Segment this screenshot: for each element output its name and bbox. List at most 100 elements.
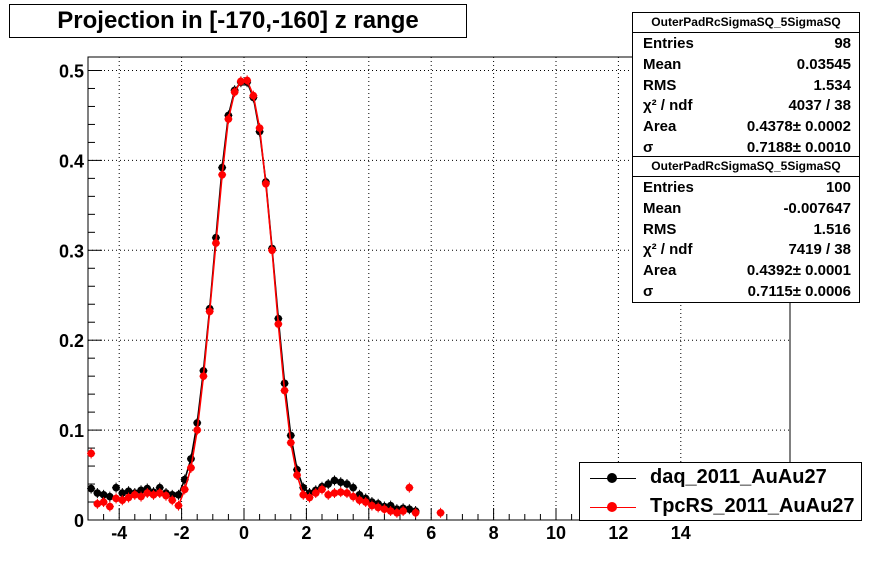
data-point (174, 491, 183, 499)
data-point (168, 491, 177, 499)
y-tick-label: 0.4 (59, 151, 84, 171)
x-tick-label: 6 (426, 523, 436, 543)
x-tick-label: 2 (301, 523, 311, 543)
stats-row-entries: Entries 100 (633, 177, 859, 198)
data-point (374, 503, 382, 512)
data-point (87, 484, 95, 493)
plot-title-box: Projection in [-170,-160] z range (9, 4, 467, 38)
data-point (124, 493, 133, 502)
stats-value: 0.7115± 0.0006 (747, 282, 851, 300)
data-point (405, 483, 414, 492)
legend-marker-daq (607, 473, 617, 483)
legend-label-tpcrs: TpcRS_2011_AuAu27 (650, 495, 855, 517)
data-point (405, 505, 414, 514)
y-tick-label: 0.1 (59, 421, 84, 441)
data-point (99, 498, 108, 506)
stats-row-mean: Mean -0.007647 (633, 198, 859, 219)
stats-value: 0.03545 (796, 55, 851, 73)
stats-key: σ (643, 282, 654, 300)
x-tick-label: -2 (174, 523, 190, 543)
data-point (324, 491, 333, 499)
stats-row-rms: RMS 1.534 (633, 75, 859, 96)
data-point (336, 488, 345, 496)
data-point (368, 501, 376, 510)
axis-ticks: -4 -2 0 2 4 6 8 10 12 14 0 0.1 0.2 0.3 0.4 0.5 (59, 61, 791, 543)
legend-label-daq: daq_2011_AuAu27 (650, 466, 827, 488)
data-point (137, 492, 145, 501)
data-point (93, 489, 102, 497)
data-point (143, 489, 152, 497)
stats-value: 100 (825, 179, 851, 196)
series-0 (87, 77, 420, 517)
data-point (386, 501, 395, 510)
data-point (386, 507, 395, 515)
stats-key: χ² / ndf (643, 241, 693, 259)
data-point (355, 496, 364, 505)
stats-value: 0.4378± 0.0002 (746, 118, 851, 136)
data-point (87, 449, 95, 458)
data-point (106, 502, 114, 511)
stats-row-chi2: χ² / ndf 4037 / 38 (633, 95, 859, 116)
stats-value: 0.7188± 0.0010 (746, 138, 851, 156)
data-point (93, 500, 102, 508)
stats-header: OuterPadRcSigmaSQ_5SigmaSQ (633, 13, 859, 33)
data-point (124, 487, 133, 496)
stats-header: OuterPadRcSigmaSQ_5SigmaSQ (633, 157, 859, 177)
stats-key: Entries (643, 35, 694, 52)
data-point (411, 509, 420, 517)
stats-key: RMS (643, 76, 677, 94)
stats-row-sigma: σ 0.7115± 0.0006 (633, 281, 859, 302)
data-point (131, 491, 139, 499)
data-point (149, 491, 158, 499)
data-point (380, 505, 389, 514)
stats-row-area: Area 0.4392± 0.0001 (633, 260, 859, 281)
data-point (330, 476, 339, 485)
stats-value: 1.516 (813, 220, 851, 238)
y-tick-label: 0 (74, 511, 84, 531)
data-point (106, 492, 114, 501)
data-point (336, 478, 345, 487)
stats-key: Entries (643, 179, 694, 196)
data-point (318, 485, 326, 494)
data-point (168, 496, 177, 505)
x-tick-label: 4 (364, 523, 374, 543)
series-1 (87, 75, 445, 518)
data-point (118, 496, 127, 505)
stats-key: Area (643, 118, 677, 136)
stats-value: 0.4392± 0.0001 (746, 262, 851, 280)
stats-value: -0.007647 (783, 199, 851, 217)
stats-key: Mean (643, 199, 682, 217)
data-point (343, 480, 351, 488)
data-point (349, 492, 358, 501)
data-point (118, 489, 127, 497)
data-point (330, 489, 339, 497)
data-point (349, 483, 358, 492)
data-point (324, 480, 333, 488)
data-point (162, 491, 170, 500)
y-tick-label: 0.3 (59, 241, 84, 261)
stats-value: 4037 / 38 (788, 97, 851, 115)
y-tick-label: 0.2 (59, 331, 84, 351)
stats-box-tpcrs: OuterPadRcSigmaSQ_5SigmaSQ Entries 100 Me… (632, 156, 860, 303)
x-tick-label: -4 (111, 523, 127, 543)
stats-key: Mean (643, 55, 682, 73)
stats-row-rms: RMS 1.516 (633, 219, 859, 240)
stats-key: Area (643, 262, 677, 280)
data-point (305, 493, 314, 502)
data-point (112, 494, 120, 503)
stats-value: 1.534 (813, 76, 851, 94)
data-point (436, 509, 445, 517)
stats-box-daq: OuterPadRcSigmaSQ_5SigmaSQ Entries 98 Mea… (632, 12, 860, 159)
data-point (355, 491, 364, 499)
plot-title: Projection in [-170,-160] z range (57, 7, 419, 34)
stats-row-mean: Mean 0.03545 (633, 54, 859, 75)
stats-key: σ (643, 138, 654, 156)
x-tick-label: 12 (608, 523, 628, 543)
legend-entry-tpcrs: TpcRS_2011_AuAu27 (580, 493, 861, 521)
data-point (361, 498, 370, 506)
series-layer (87, 75, 445, 518)
data-point (137, 486, 145, 495)
legend: daq_2011_AuAu27 TpcRS_2011_AuAu27 (579, 462, 862, 521)
data-point (99, 491, 108, 499)
